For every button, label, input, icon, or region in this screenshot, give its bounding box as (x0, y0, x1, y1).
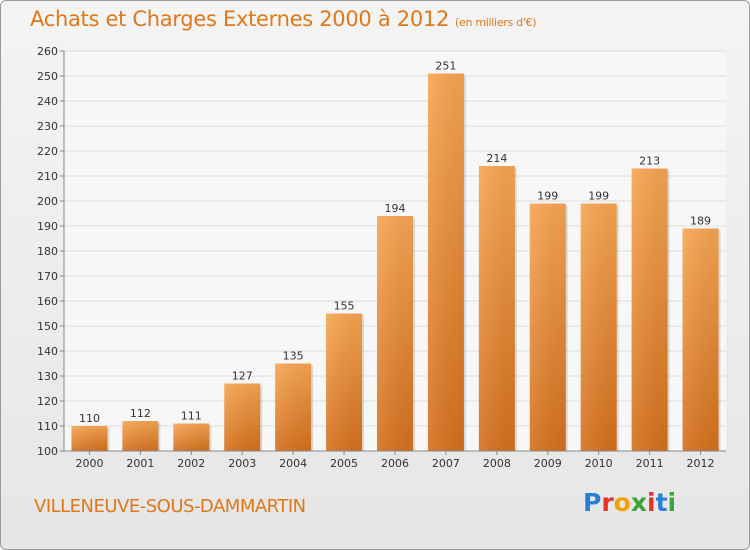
y-tick-label: 160 (37, 295, 58, 308)
x-tick-label: 2003 (228, 457, 256, 470)
x-tick-label: 2005 (330, 457, 358, 470)
y-axis: 100 110 120 130 140 150 160 170 180 190 200 210 220 2… (37, 45, 65, 458)
y-tick-label: 150 (37, 320, 58, 333)
bar-highlight (122, 421, 159, 451)
y-tick-label: 130 (37, 370, 58, 383)
data-label: 127 (232, 370, 253, 383)
y-tick-label: 260 (37, 45, 58, 58)
y-tick-label: 110 (37, 420, 58, 433)
x-tick-label: 2001 (126, 457, 154, 470)
logo-letter: r (601, 488, 614, 517)
data-label: 251 (435, 60, 456, 73)
y-tick-label: 250 (37, 70, 58, 83)
y-tick-label: 230 (37, 120, 58, 133)
y-tick-label: 210 (37, 170, 58, 183)
bar-highlight (682, 228, 719, 451)
data-label: 110 (79, 412, 100, 425)
proxiti-logo[interactable]: Proxiti (583, 488, 676, 517)
data-label: 199 (588, 190, 609, 203)
bar-highlight (377, 216, 413, 451)
data-label: 155 (334, 300, 355, 313)
logo-letter: x (630, 488, 647, 517)
y-tick-label: 180 (37, 245, 58, 258)
chart-title-text: Achats et Charges Externes 2000 à 2012 (30, 7, 450, 31)
data-label: 112 (130, 407, 151, 420)
x-tick-label: 2008 (483, 457, 511, 470)
logo-letter: t (655, 488, 668, 517)
commune-name: VILLENEUVE-SOUS-DAMMARTIN (34, 496, 306, 517)
bar-highlight (173, 423, 210, 451)
x-tick-label: 2012 (687, 457, 715, 470)
bar-highlight (427, 73, 464, 451)
y-tick-label: 220 (37, 145, 58, 158)
data-label: 194 (385, 202, 406, 215)
chart-subtitle: (en milliers d'€) (455, 16, 537, 29)
bar-highlight (71, 426, 108, 451)
logo-letter: i (647, 488, 656, 517)
x-tick-label: 2006 (381, 457, 409, 470)
bar-highlight (631, 168, 668, 451)
x-tick-label: 2000 (75, 457, 103, 470)
logo-letter: P (583, 488, 602, 517)
x-tick-label: 2002 (177, 457, 205, 470)
x-tick-label: 2010 (585, 457, 613, 470)
data-label: 199 (537, 190, 558, 203)
bar-highlight (529, 203, 566, 451)
y-tick-label: 170 (37, 270, 58, 283)
logo-letter: o (613, 488, 631, 517)
y-tick-label: 120 (37, 395, 58, 408)
data-label: 135 (283, 350, 304, 363)
bar-highlight (580, 203, 617, 451)
bar-highlight (326, 313, 363, 451)
bar-highlight (478, 166, 515, 451)
data-label: 111 (181, 410, 202, 423)
bar-highlight (275, 363, 312, 451)
y-tick-label: 240 (37, 95, 58, 108)
y-tick-label: 200 (37, 195, 58, 208)
bar-highlight (224, 383, 261, 451)
bars: 110 112 111 127 135 155 194 251 214 199 199 213 189 (71, 60, 721, 451)
x-tick-label: 2009 (534, 457, 562, 470)
x-axis: 2000 2001 2002 2003 2004 2005 2006 2007 2008 2009… (64, 450, 726, 470)
x-tick-label: 2007 (432, 457, 460, 470)
y-tick-label: 100 (37, 445, 58, 458)
y-tick-label: 140 (37, 345, 58, 358)
data-label: 214 (486, 152, 507, 165)
x-tick-label: 2011 (636, 457, 664, 470)
data-label: 213 (639, 155, 660, 168)
y-tick-label: 190 (37, 220, 58, 233)
data-label: 189 (690, 215, 711, 228)
logo-letter: i (667, 488, 677, 517)
x-tick-label: 2004 (279, 457, 307, 470)
chart-title: Achats et Charges Externes 2000 à 2012 (e… (30, 7, 537, 31)
